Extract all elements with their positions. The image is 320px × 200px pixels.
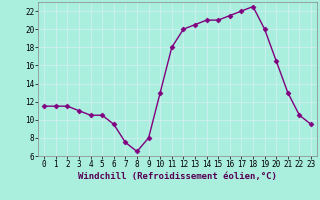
X-axis label: Windchill (Refroidissement éolien,°C): Windchill (Refroidissement éolien,°C) xyxy=(78,172,277,181)
